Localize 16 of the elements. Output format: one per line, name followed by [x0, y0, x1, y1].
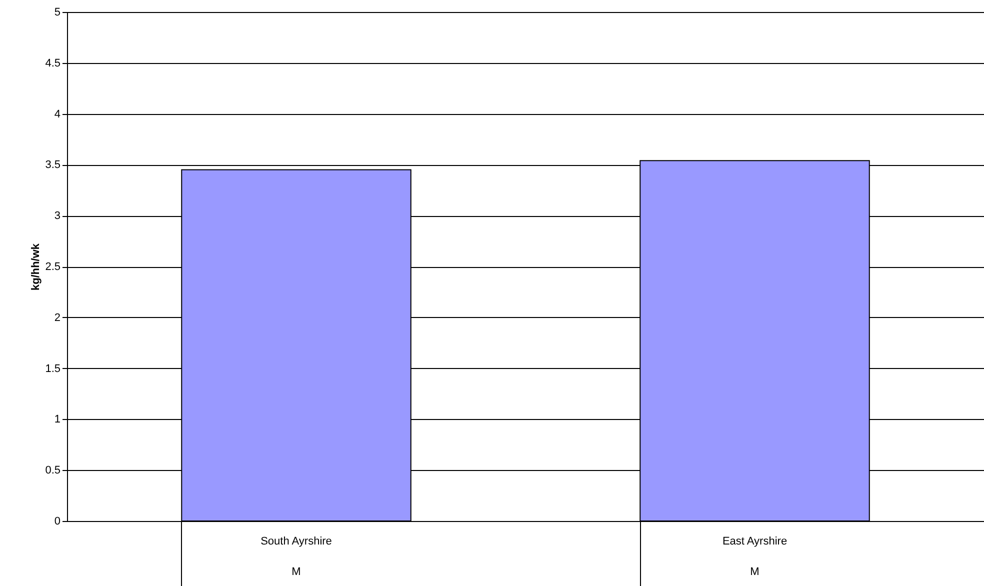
y-tick-label: 0 — [54, 516, 60, 528]
y-tick-label: 2 — [54, 312, 60, 324]
y-tick-label: 5 — [54, 6, 60, 18]
y-tick-label: 1 — [54, 414, 60, 426]
y-axis-title: kg/hh/wk — [30, 242, 42, 291]
y-tick-label: 3 — [54, 210, 60, 222]
y-tick-label: 3.5 — [45, 159, 60, 172]
y-tick-label: 2.5 — [45, 261, 60, 273]
x-tick-label: South Ayrshire — [260, 536, 332, 548]
y-tick-label: 4.5 — [45, 57, 60, 70]
text: M — [292, 566, 301, 578]
y-tick-label: 0.5 — [45, 464, 60, 477]
text: M — [750, 566, 760, 578]
x-tick-label: East Ayrshire — [722, 536, 788, 548]
y-tick-label: 1.5 — [45, 362, 60, 375]
y-tick-label: 4 — [54, 108, 60, 120]
